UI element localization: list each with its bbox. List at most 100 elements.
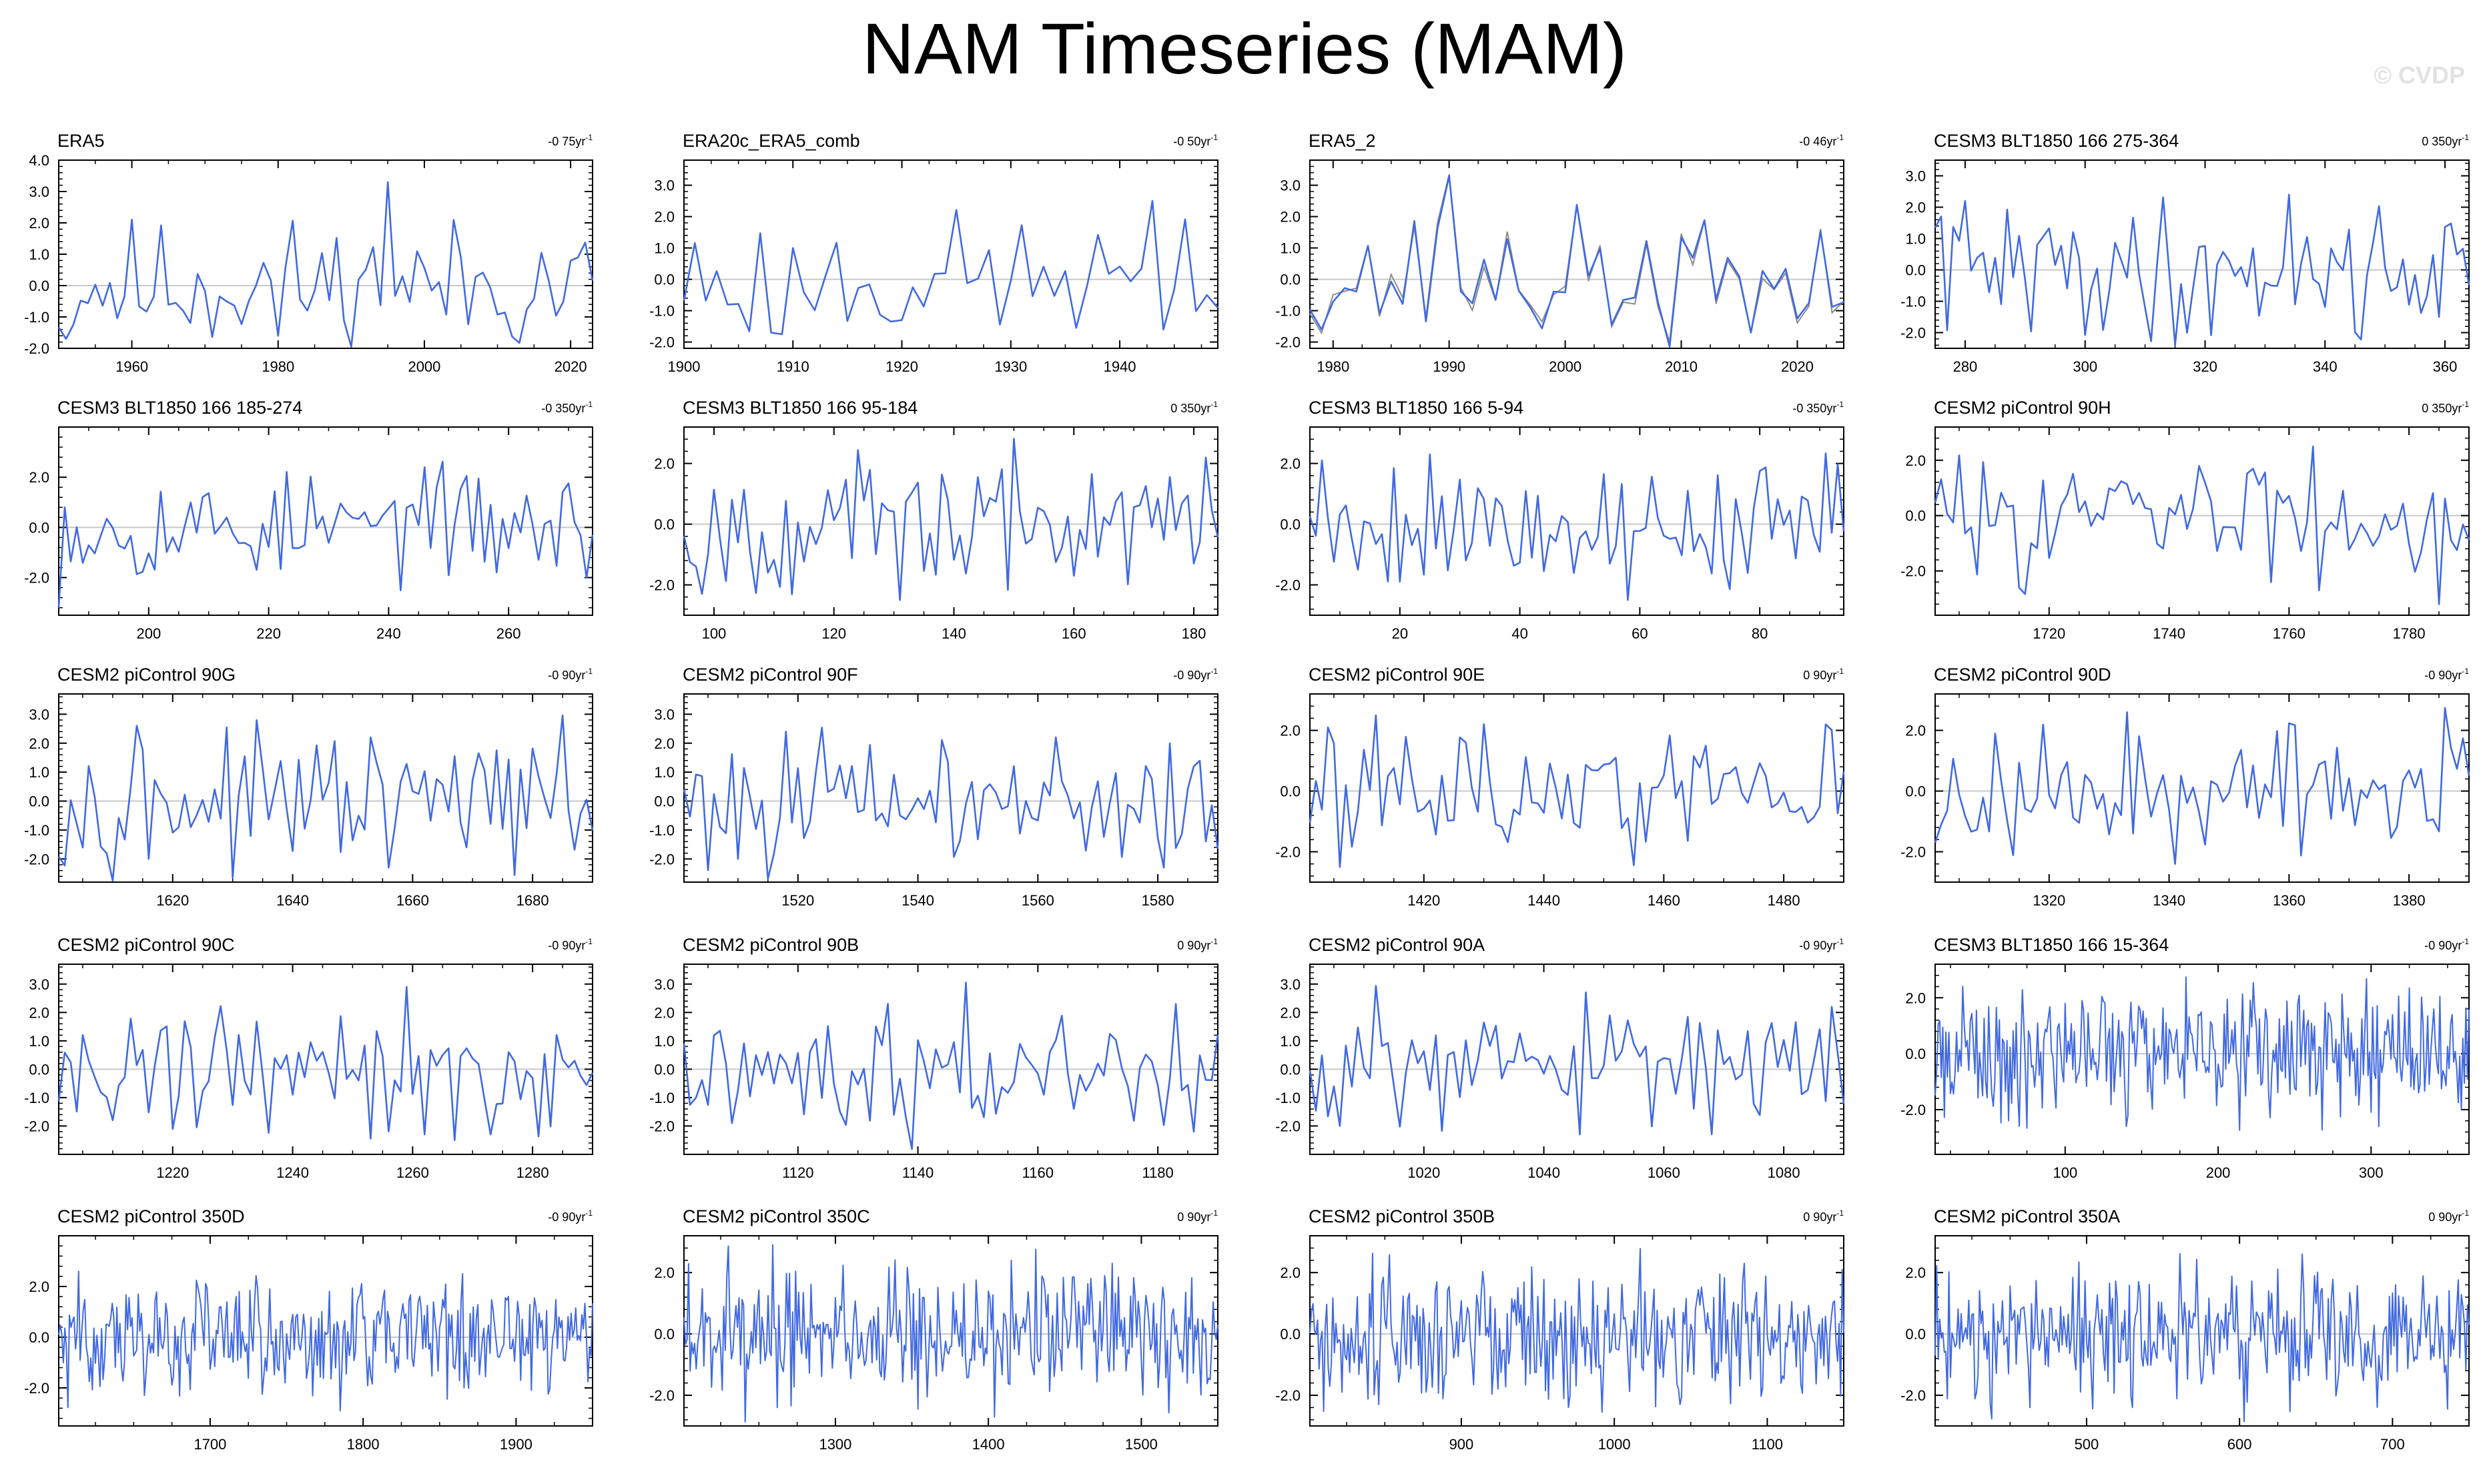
x-tick-label: 1900 bbox=[668, 358, 701, 375]
panel-title: CESM2 piControl 90B bbox=[683, 935, 859, 955]
y-tick-label: 2.0 bbox=[1280, 1004, 1301, 1021]
x-tick-label: 300 bbox=[2359, 1164, 2384, 1181]
series-line bbox=[1309, 175, 1844, 348]
y-tick-label: -2.0 bbox=[649, 1387, 675, 1404]
trend-exponent: -1 bbox=[585, 1208, 593, 1218]
y-tick-label: 3.0 bbox=[654, 706, 675, 723]
x-tick-label: 2020 bbox=[1781, 358, 1814, 375]
series-line bbox=[1309, 985, 1845, 1136]
y-tick-label: 0.0 bbox=[1280, 272, 1301, 288]
panel-title: CESM2 piControl 350D bbox=[57, 1206, 245, 1226]
series-line bbox=[1934, 194, 2470, 346]
y-tick-label: -2.0 bbox=[24, 570, 49, 587]
x-tick-label: 1900 bbox=[500, 1436, 532, 1453]
x-tick-label: 1120 bbox=[782, 1164, 813, 1181]
y-tick-label: 2.0 bbox=[654, 456, 675, 472]
x-tick-label: 1260 bbox=[396, 1164, 429, 1181]
panel-trend: -0 90yr-1 bbox=[548, 937, 593, 952]
panel-trend: -0 46yr-1 bbox=[1799, 133, 1844, 148]
y-tick-label: -1.0 bbox=[649, 1090, 675, 1106]
x-tick-label: 1160 bbox=[1022, 1164, 1054, 1181]
panel-title: CESM3 BLT1850 166 95-184 bbox=[683, 398, 918, 418]
secondary-series-line bbox=[1309, 174, 1844, 342]
y-tick-label: 3.0 bbox=[1280, 976, 1301, 993]
y-tick-label: 2.0 bbox=[29, 1004, 49, 1021]
trend-exponent: -1 bbox=[2462, 133, 2469, 142]
x-tick-label: 100 bbox=[702, 625, 727, 642]
series-line bbox=[1309, 1248, 1844, 1413]
plot-frame bbox=[58, 1235, 593, 1427]
trend-exponent: -1 bbox=[1836, 133, 1844, 142]
y-tick-label: 0.0 bbox=[1280, 783, 1301, 800]
x-tick-label: 1700 bbox=[194, 1436, 226, 1453]
x-tick-label: 1620 bbox=[156, 892, 189, 909]
x-tick-label: 1420 bbox=[1407, 892, 1440, 909]
y-tick-label: 0.0 bbox=[1905, 508, 1926, 524]
x-tick-label: 1460 bbox=[1648, 892, 1680, 909]
plot-frame bbox=[58, 159, 593, 349]
y-tick-label: -2.0 bbox=[1900, 325, 1926, 342]
cvdp-watermark: © CVDP bbox=[2374, 61, 2465, 89]
x-tick-label: 80 bbox=[1752, 625, 1768, 642]
trend-exponent: -1 bbox=[1210, 133, 1218, 142]
x-tick-label: 1640 bbox=[276, 892, 309, 909]
panel-5: CESM3 BLT1850 166 95-184 0 350yr-1 -2.0 0.0… bbox=[649, 398, 1219, 642]
y-tick-label: 2.0 bbox=[1280, 723, 1301, 739]
panel-trend: -0 50yr-1 bbox=[1173, 133, 1218, 148]
trend-exponent: -1 bbox=[2462, 937, 2469, 946]
x-tick-label: 1660 bbox=[396, 892, 429, 909]
panel-7: CESM2 piControl 90H 0 350yr-1 -2.0 0.0 2.0 17… bbox=[1900, 398, 2470, 642]
panel-title: CESM2 piControl 90D bbox=[1934, 665, 2111, 685]
y-tick-label: 3.0 bbox=[29, 706, 49, 723]
x-tick-label: 1940 bbox=[1104, 358, 1136, 375]
trend-exponent: -1 bbox=[1836, 1208, 1844, 1218]
y-tick-label: -2.0 bbox=[649, 1118, 675, 1134]
x-tick-label: 1680 bbox=[516, 892, 549, 909]
y-tick-label: 1.0 bbox=[29, 246, 49, 263]
x-tick-label: 1910 bbox=[777, 358, 809, 375]
trend-exponent: -1 bbox=[585, 400, 593, 409]
panel-title: CESM2 piControl 350C bbox=[683, 1206, 870, 1226]
series-line bbox=[57, 986, 594, 1142]
y-tick-label: -2.0 bbox=[1275, 577, 1301, 594]
y-tick-label: 2.0 bbox=[1280, 456, 1301, 472]
plot-frame bbox=[1934, 693, 2470, 883]
x-tick-label: 1720 bbox=[2033, 625, 2065, 642]
y-tick-label: -2.0 bbox=[1900, 563, 1926, 580]
panel-trend: -0 90yr-1 bbox=[548, 667, 593, 682]
panel-title: CESM2 piControl 90C bbox=[57, 935, 235, 955]
series-line bbox=[1934, 445, 2470, 605]
x-tick-label: 140 bbox=[942, 625, 966, 642]
x-tick-label: 100 bbox=[2053, 1164, 2077, 1181]
panel-18: CESM2 piControl 350B 0 90yr-1 -2.0 0.0 2.0 90… bbox=[1275, 1206, 1844, 1453]
x-tick-label: 2000 bbox=[1549, 358, 1581, 375]
y-tick-label: 1.0 bbox=[654, 1033, 675, 1050]
trend-exponent: -1 bbox=[585, 667, 593, 676]
x-tick-label: 1280 bbox=[516, 1164, 549, 1181]
trend-exponent: -1 bbox=[2462, 400, 2469, 409]
y-tick-label: -2.0 bbox=[24, 1380, 49, 1397]
x-tick-label: 1780 bbox=[2393, 625, 2426, 642]
x-tick-label: 40 bbox=[1511, 625, 1527, 642]
panel-title: ERA5 bbox=[57, 131, 105, 151]
panel-trend: 0 90yr-1 bbox=[1803, 667, 1844, 682]
plot-frame bbox=[1934, 159, 2470, 349]
y-tick-label: 3.0 bbox=[29, 976, 49, 993]
y-tick-label: 2.0 bbox=[29, 469, 49, 486]
y-tick-label: 1.0 bbox=[29, 1033, 49, 1050]
x-tick-label: 600 bbox=[2227, 1436, 2252, 1453]
y-tick-label: 2.0 bbox=[1905, 723, 1926, 739]
panel-8: CESM2 piControl 90G -0 90yr-1 -2.0 -1.0 0.0 1… bbox=[24, 665, 594, 909]
panel-title: CESM3 BLT1850 166 275-364 bbox=[1934, 131, 2179, 151]
y-tick-label: 0.0 bbox=[1280, 1061, 1301, 1078]
panel-title: CESM2 piControl 90F bbox=[683, 665, 858, 685]
plot-frame bbox=[683, 964, 1218, 1155]
y-tick-label: 3.0 bbox=[29, 183, 49, 200]
y-tick-label: -2.0 bbox=[1275, 334, 1301, 351]
y-tick-label: 1.0 bbox=[1905, 231, 1926, 248]
panel-15: CESM3 BLT1850 166 15-364 -0 90yr-1 -2.0 0.0… bbox=[1900, 935, 2470, 1181]
panel-trend: 0 90yr-1 bbox=[1803, 1208, 1844, 1224]
x-tick-label: 1480 bbox=[1768, 892, 1800, 909]
y-tick-label: 2.0 bbox=[29, 1278, 49, 1295]
panel-trend: -0 90yr-1 bbox=[548, 1208, 593, 1224]
